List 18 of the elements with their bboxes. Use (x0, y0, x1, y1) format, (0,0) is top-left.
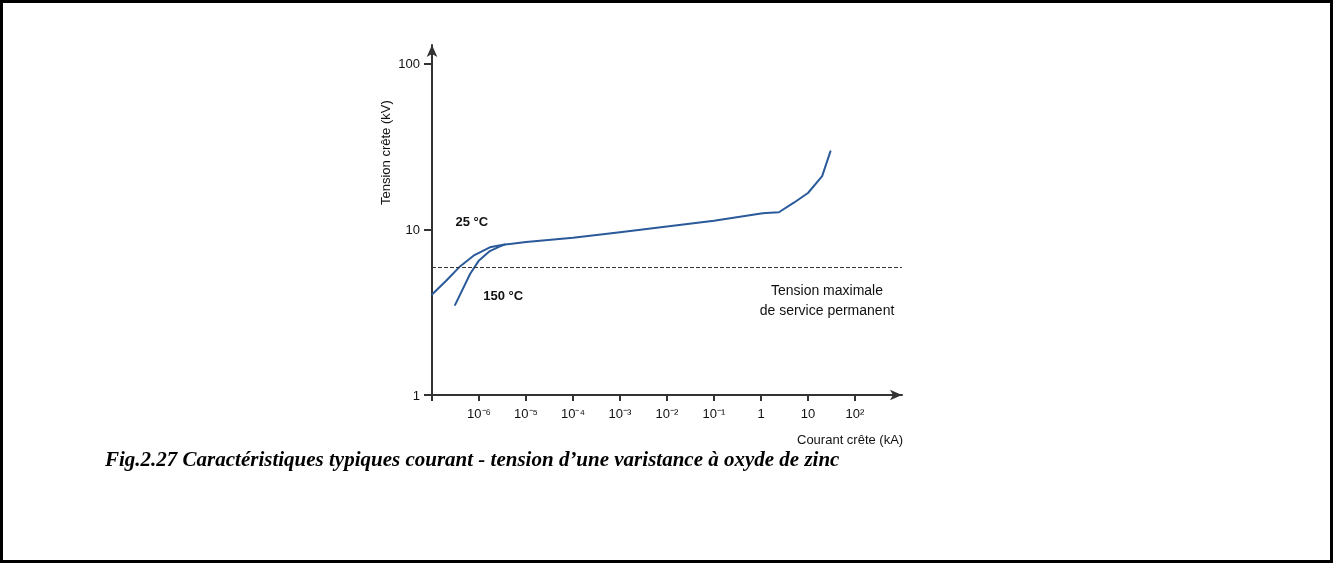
x-axis-title: Courant crête (kA) (797, 432, 904, 447)
y-axis-title: Tension crête (kV) (378, 100, 393, 205)
x-tick-label: 10⁻⁴ (560, 406, 586, 421)
y-tick-label: 100 (398, 56, 420, 72)
ref-line-label: Tension maximale de service permanent (759, 282, 895, 319)
x-tick-label: 10⁻⁵ (514, 406, 538, 421)
x-tick-label: 10⁻² (655, 406, 680, 421)
x-tick-label: 10² (845, 406, 866, 421)
y-tick-label: 1 (412, 387, 420, 403)
x-tick-label: 10⁻¹ (702, 406, 727, 421)
x-tick-label: 1 (757, 406, 765, 421)
x-tick-label: 10⁻³ (608, 406, 633, 421)
y-tick-label: 10 (405, 221, 420, 237)
x-tick-label: 10⁻⁶ (467, 406, 491, 421)
caption: Fig.2.27 Caractéristiques typiques courant - tension d’une varistance à oxyde de zinc (104, 446, 841, 471)
x-tick-label: 10 (800, 406, 816, 421)
series-label: 25 °C (455, 214, 489, 230)
series-label: 150 °C (483, 288, 524, 304)
